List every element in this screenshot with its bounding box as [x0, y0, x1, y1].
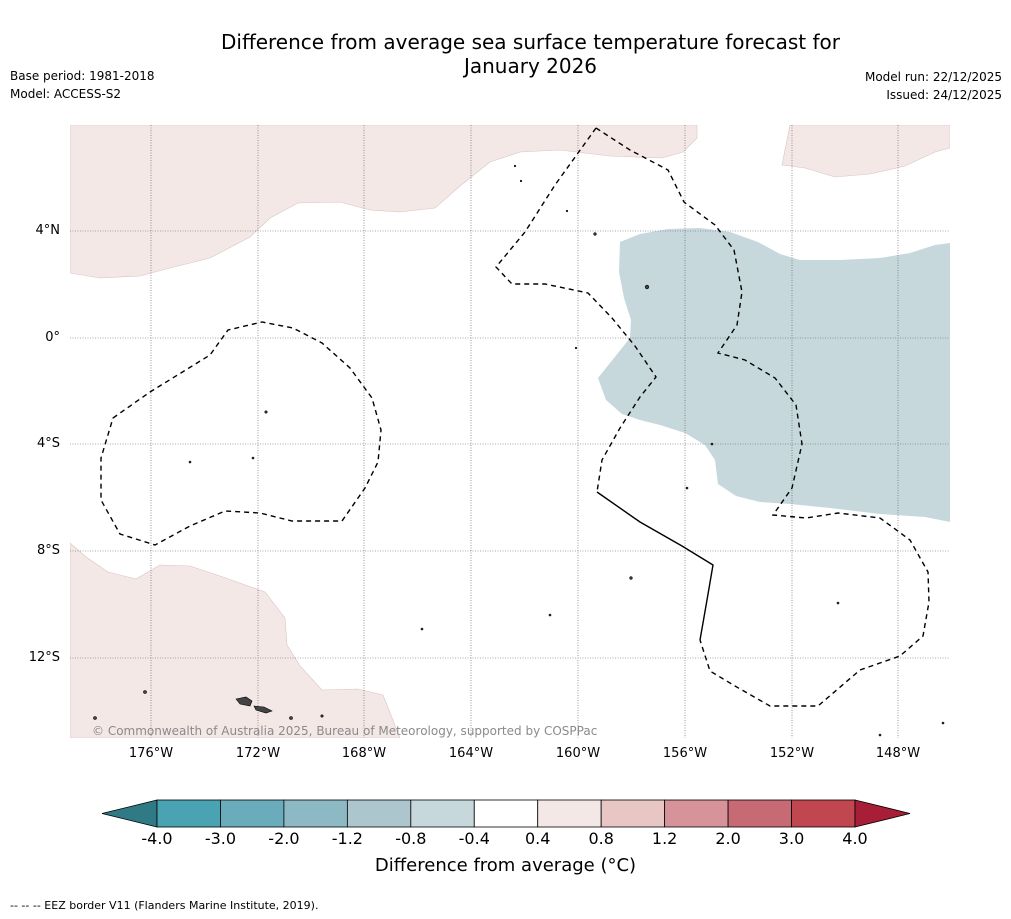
- colorbar-swatch: [600, 799, 666, 828]
- colorbar-tick-label: -4.0: [141, 829, 173, 848]
- colorbar-tick-label: 0.4: [524, 829, 551, 848]
- colorbar-swatch: [346, 799, 412, 828]
- colorbar-swatches: [101, 799, 911, 828]
- colorbar-tick-label: -0.8: [395, 829, 427, 848]
- anomaly-region-southwest-warm: [70, 542, 401, 738]
- meta-left: Base period: 1981-2018 Model: ACCESS-S2: [10, 67, 155, 103]
- colorbar-swatch: [473, 799, 539, 828]
- lat-label-4s: 4°S: [36, 436, 60, 451]
- anomaly-region-north-warm: [70, 125, 698, 279]
- model-name: Model: ACCESS-S2: [10, 87, 122, 101]
- colorbar-swatch: [156, 799, 221, 828]
- colorbar-label: Difference from average (°C): [374, 855, 637, 876]
- lon-label-164w: 164°W: [448, 746, 494, 761]
- colorbar-tick-label: -2.0: [268, 829, 300, 848]
- island-samoa-upolu: [253, 705, 273, 714]
- lat-label-8s: 8°S: [36, 543, 60, 558]
- colorbar-tick-label: -0.4: [458, 829, 490, 848]
- chart-title: Difference from average sea surface temp…: [0, 30, 1011, 78]
- colorbar-tick-label: -3.0: [204, 829, 237, 848]
- colorbar-extend-low: [101, 799, 158, 828]
- eez-borders: [100, 127, 930, 707]
- island-samoa-savaii: [235, 696, 253, 707]
- colorbar-tick-label: 3.0: [778, 829, 805, 848]
- lon-label-160w: 160°W: [555, 746, 601, 761]
- title-line-2: January 2026: [463, 54, 598, 78]
- title-line-1: Difference from average sea surface temp…: [220, 30, 840, 54]
- colorbar-swatch: [283, 799, 348, 828]
- colorbar-swatch: [410, 799, 475, 828]
- islands: [93, 164, 945, 737]
- colorbar-swatch: [537, 799, 602, 828]
- eez-tokelau: [100, 321, 382, 546]
- copyright-notice: © Commonwealth of Australia 2025, Bureau…: [92, 724, 598, 738]
- eez-kiribati-line-west: [495, 127, 657, 493]
- colorbar-swatch: [664, 799, 729, 828]
- model-run: Model run: 22/12/2025: [864, 70, 1002, 84]
- colorbar-tick-label: 0.8: [588, 829, 614, 848]
- lat-label-0: 0°: [45, 330, 60, 345]
- colorbar-extend-high: [854, 799, 911, 828]
- lon-label-152w: 152°W: [769, 746, 815, 761]
- colorbar-tick-label: 4.0: [842, 829, 868, 848]
- colorbar-tick-label: -1.2: [331, 829, 363, 848]
- eez-legend-footer: -- -- -- EEZ border V11 (Flanders Marine…: [10, 899, 319, 912]
- colorbar-swatch: [791, 799, 856, 828]
- lon-label-176w: 176°W: [128, 746, 174, 761]
- anomaly-region-northeast-warm: [781, 125, 950, 178]
- eez-kiribati-phoenix: [595, 127, 930, 707]
- base-period: Base period: 1981-2018: [10, 69, 155, 83]
- issued-date: Issued: 24/12/2025: [886, 88, 1002, 102]
- eez-solid-borders: [596, 491, 714, 641]
- colorbar-tick-label: 1.2: [651, 829, 678, 848]
- meta-right: Model run: 22/12/2025 Issued: 24/12/2025: [865, 68, 1002, 104]
- lon-label-172w: 172°W: [235, 746, 281, 761]
- lon-label-156w: 156°W: [662, 746, 708, 761]
- lat-label-12s: 12°S: [28, 650, 60, 665]
- colorbar-swatch: [727, 799, 792, 828]
- anomaly-region-east-cool: [598, 228, 950, 522]
- lon-label-168w: 168°W: [341, 746, 387, 761]
- lat-label-4n: 4°N: [35, 223, 61, 238]
- gridlines: [70, 125, 950, 738]
- colorbar-swatch: [220, 799, 285, 828]
- lon-label-148w: 148°W: [875, 746, 921, 761]
- colorbar-tick-label: 2.0: [715, 829, 741, 848]
